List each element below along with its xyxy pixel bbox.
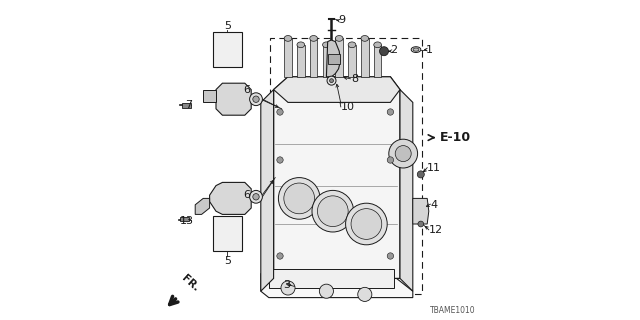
Ellipse shape: [335, 36, 343, 41]
Circle shape: [418, 221, 424, 227]
Bar: [284, 38, 292, 77]
Text: E-10: E-10: [440, 131, 471, 144]
Circle shape: [387, 253, 394, 259]
Circle shape: [277, 157, 283, 163]
Polygon shape: [413, 198, 429, 224]
Ellipse shape: [413, 48, 419, 51]
Circle shape: [380, 47, 388, 56]
Bar: [323, 45, 330, 77]
Text: 5: 5: [224, 256, 230, 266]
Circle shape: [396, 146, 412, 162]
Ellipse shape: [323, 42, 330, 48]
Circle shape: [312, 190, 354, 232]
Circle shape: [253, 194, 259, 200]
Bar: [348, 45, 356, 77]
Circle shape: [250, 93, 262, 106]
Polygon shape: [261, 274, 413, 298]
Polygon shape: [400, 90, 413, 291]
Text: 13: 13: [180, 216, 194, 227]
Polygon shape: [269, 269, 394, 288]
Bar: [328, 54, 340, 64]
Text: 1: 1: [426, 44, 433, 55]
Bar: [335, 38, 343, 77]
Circle shape: [389, 139, 417, 168]
Polygon shape: [204, 90, 216, 102]
Circle shape: [358, 287, 372, 301]
Bar: [297, 45, 305, 77]
Bar: [180, 217, 189, 221]
Text: 4: 4: [430, 200, 438, 210]
Text: 10: 10: [340, 102, 355, 112]
Ellipse shape: [412, 47, 421, 52]
Ellipse shape: [297, 42, 305, 48]
Circle shape: [277, 253, 283, 259]
Text: 6: 6: [243, 84, 250, 95]
Bar: [212, 216, 242, 251]
Circle shape: [387, 157, 394, 163]
Text: 2: 2: [390, 44, 397, 55]
Circle shape: [327, 76, 336, 85]
Circle shape: [284, 183, 315, 214]
Text: FR.: FR.: [180, 273, 201, 294]
Circle shape: [351, 209, 381, 239]
Text: 8: 8: [351, 74, 358, 84]
Ellipse shape: [361, 36, 369, 41]
Bar: [182, 103, 191, 108]
Polygon shape: [195, 198, 210, 214]
Circle shape: [250, 190, 262, 203]
Circle shape: [346, 203, 387, 245]
Bar: [374, 45, 381, 77]
Circle shape: [253, 96, 259, 102]
Text: 6: 6: [243, 190, 250, 200]
Circle shape: [281, 281, 295, 295]
Text: 3: 3: [283, 280, 290, 291]
Bar: [361, 38, 369, 77]
Polygon shape: [210, 182, 251, 214]
Polygon shape: [216, 83, 251, 115]
Text: 5: 5: [224, 20, 230, 31]
Ellipse shape: [310, 36, 317, 41]
Text: 11: 11: [428, 163, 441, 173]
Circle shape: [417, 171, 424, 178]
Text: TBAME1010: TBAME1010: [429, 306, 475, 315]
Bar: [270, 38, 422, 294]
Circle shape: [319, 284, 333, 298]
Circle shape: [317, 196, 348, 227]
Text: 9: 9: [339, 15, 346, 25]
Polygon shape: [261, 90, 274, 291]
Bar: [212, 32, 242, 67]
Polygon shape: [274, 77, 400, 278]
Circle shape: [277, 109, 283, 115]
Ellipse shape: [374, 42, 381, 48]
Bar: [310, 38, 317, 77]
Text: 12: 12: [429, 225, 443, 236]
Text: 7: 7: [185, 100, 192, 110]
Circle shape: [330, 79, 333, 83]
Polygon shape: [326, 40, 340, 77]
Polygon shape: [274, 77, 400, 102]
Ellipse shape: [348, 42, 356, 48]
Ellipse shape: [284, 36, 292, 41]
Circle shape: [387, 109, 394, 115]
Circle shape: [278, 178, 320, 219]
